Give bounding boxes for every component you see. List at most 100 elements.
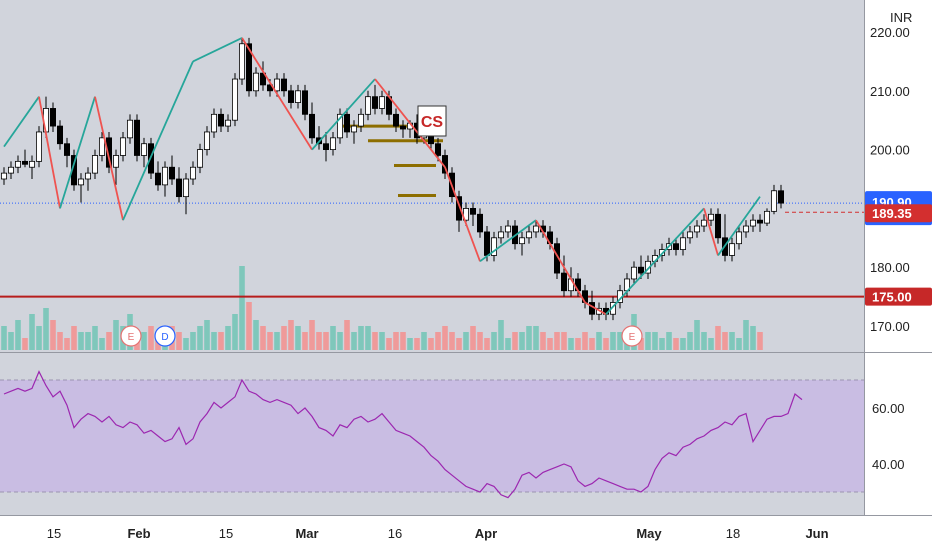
volume-bar	[239, 266, 245, 350]
time-tick-label: 16	[388, 526, 402, 541]
volume-bar	[22, 338, 28, 350]
candle	[273, 78, 280, 92]
volume-bar	[638, 338, 644, 350]
volume-bar	[715, 326, 721, 350]
volume-bar	[617, 332, 623, 350]
volume-bar	[666, 332, 672, 350]
rsi-tick-label: 60.00	[872, 401, 905, 416]
event-marker[interactable]	[120, 325, 142, 347]
candle	[64, 143, 71, 156]
event-marker[interactable]	[154, 325, 176, 347]
zigzag-segment	[192, 37, 243, 63]
candle	[476, 213, 483, 233]
volume-bar	[57, 332, 63, 350]
candle	[350, 125, 357, 133]
candle	[245, 43, 252, 92]
support-badge	[865, 287, 932, 306]
volume-bar	[197, 326, 203, 350]
volume-bar	[190, 332, 196, 350]
candle	[673, 243, 680, 250]
price-tick-label: 210.00	[870, 84, 910, 99]
zigzag-segment	[38, 96, 61, 209]
candle	[238, 43, 245, 80]
volume-bar	[141, 332, 147, 350]
candle	[189, 166, 196, 180]
candle	[231, 78, 238, 121]
candle	[490, 237, 497, 256]
volume-bar	[43, 308, 49, 350]
volume-bar	[449, 332, 455, 350]
candle	[483, 231, 490, 256]
event-marker[interactable]	[621, 325, 643, 347]
candle	[469, 207, 476, 215]
zigzag-segment	[241, 37, 313, 151]
event-marker-label: E	[629, 332, 636, 343]
volume-bar	[456, 338, 462, 350]
volume-bar	[323, 332, 329, 350]
candle	[687, 231, 694, 239]
candle	[120, 137, 127, 156]
volume-bar	[652, 332, 658, 350]
zigzag-segment	[605, 207, 705, 315]
candle	[154, 172, 161, 186]
candle	[7, 166, 14, 174]
volume-bar	[421, 332, 427, 350]
candle	[771, 190, 778, 212]
time-tick-label: 18	[726, 526, 740, 541]
volume-bar	[204, 320, 210, 350]
zigzag-segment	[703, 208, 719, 256]
volume-bar	[218, 332, 224, 350]
candle	[533, 225, 540, 233]
candle	[57, 125, 64, 145]
volume-bar	[428, 338, 434, 350]
candle	[196, 149, 203, 168]
price-tick-label: 220.00	[870, 25, 910, 40]
zigzag-segment	[444, 166, 481, 262]
candle	[133, 119, 140, 156]
candle	[140, 143, 147, 156]
support-level-label: 175.00	[872, 290, 912, 305]
volume-bar	[589, 338, 595, 350]
volume-bar	[435, 332, 441, 350]
volume-bar	[414, 338, 420, 350]
zigzag-segment	[717, 196, 761, 256]
candle	[364, 96, 371, 115]
candle	[113, 155, 120, 168]
price-tick-label: 200.00	[870, 143, 910, 158]
candle	[329, 137, 336, 150]
volume-bar	[295, 326, 301, 350]
candle	[92, 155, 99, 174]
candle	[287, 90, 294, 103]
volume-bar	[400, 332, 406, 350]
zigzag-segment	[584, 301, 607, 316]
candle	[526, 231, 533, 239]
candle	[694, 225, 701, 233]
volume-bar	[211, 332, 217, 350]
volume-bar	[722, 332, 728, 350]
volume-bar	[246, 302, 252, 350]
volume-bar	[330, 326, 336, 350]
candle	[50, 108, 57, 127]
volume-bar	[750, 326, 756, 350]
candle	[99, 137, 106, 156]
price-tick-label: 180.00	[870, 260, 910, 275]
time-tick-label: Mar	[295, 526, 318, 541]
volume-bar	[29, 314, 35, 350]
volume-bar	[274, 332, 280, 350]
volume-bar	[736, 338, 742, 350]
candle	[631, 266, 638, 280]
candle	[252, 72, 259, 92]
volume-bar	[288, 320, 294, 350]
candle	[301, 90, 308, 115]
volume-bar	[491, 332, 497, 350]
volume-bar	[512, 332, 518, 350]
candle	[680, 237, 687, 250]
price-tick-label: 170.00	[870, 319, 910, 334]
candle	[217, 113, 224, 127]
volume-bar	[309, 320, 315, 350]
volume-bar	[36, 326, 42, 350]
event-marker-label: E	[128, 332, 135, 343]
volume-bar	[673, 338, 679, 350]
